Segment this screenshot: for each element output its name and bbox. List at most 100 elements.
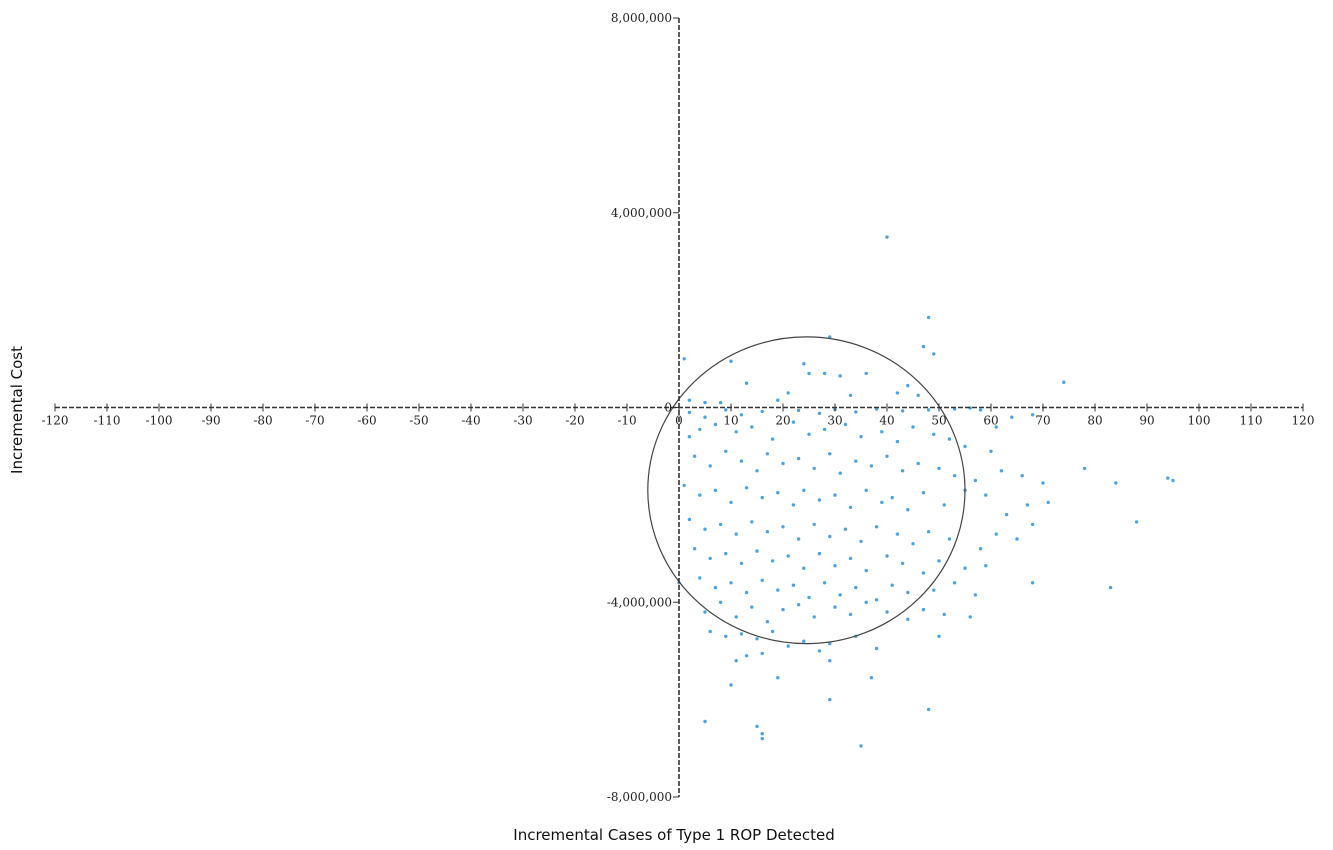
x-tick-label: 50 [931, 414, 946, 428]
data-point [864, 488, 868, 492]
x-tick-label: -20 [565, 414, 584, 428]
data-point [900, 409, 905, 413]
data-point [786, 554, 790, 558]
data-point [999, 469, 1004, 473]
data-point [708, 556, 712, 561]
data-point [1030, 522, 1035, 527]
data-point [880, 500, 884, 505]
data-point [822, 371, 827, 376]
data-point [984, 564, 988, 568]
data-point [692, 547, 697, 551]
data-point [729, 683, 733, 687]
data-point [703, 527, 707, 531]
data-point [791, 583, 796, 587]
x-tick-label: 20 [775, 414, 790, 428]
data-point [760, 732, 764, 736]
data-point [1025, 503, 1030, 507]
data-point [838, 374, 842, 378]
data-point [921, 607, 926, 612]
data-point [734, 532, 738, 536]
data-point [724, 634, 728, 638]
data-point [739, 459, 744, 463]
data-point [833, 564, 837, 568]
data-point [895, 439, 900, 444]
y-tick-label: 4,000,000 [611, 206, 672, 220]
data-point [812, 615, 816, 619]
data-point [698, 427, 702, 432]
data-point [848, 612, 853, 617]
data-point [874, 646, 879, 651]
data-point [828, 452, 832, 456]
data-point [978, 408, 983, 412]
data-point [921, 344, 926, 349]
y-tick-label: -4,000,000 [607, 595, 672, 609]
data-point [911, 542, 915, 546]
data-point [812, 522, 816, 527]
data-point [1015, 537, 1019, 541]
x-tick-label: -50 [409, 414, 428, 428]
data-point [989, 449, 993, 453]
data-point [713, 585, 718, 590]
data-point [708, 464, 712, 468]
data-point [734, 615, 738, 619]
data-point [734, 430, 738, 434]
x-axis-ticks: -120 -110 -100 -90 -80 -70 -60 -50 -40 -30 -20 -10 0… [42, 403, 1314, 428]
data-point [755, 549, 759, 553]
data-point [750, 605, 754, 609]
data-point [770, 437, 775, 441]
x-tick-label: -10 [617, 414, 636, 428]
data-point [724, 449, 728, 453]
data-point [739, 561, 744, 565]
data-point [739, 413, 744, 417]
data-point [765, 452, 770, 456]
data-point [755, 724, 759, 729]
x-tick-label: 90 [1139, 414, 1154, 428]
data-point [781, 525, 785, 529]
data-point [937, 634, 941, 638]
data-point [900, 469, 905, 473]
data-point [874, 525, 879, 529]
data-point [906, 590, 910, 595]
data-point [859, 744, 863, 748]
data-point [848, 556, 853, 561]
data-point [770, 559, 775, 563]
data-point [791, 420, 796, 424]
data-point [890, 495, 894, 500]
data-point [947, 537, 952, 541]
data-point [760, 736, 764, 741]
data-point [718, 600, 723, 604]
data-point [994, 532, 998, 536]
data-point [973, 593, 978, 597]
data-point [828, 335, 832, 339]
data-point [744, 486, 749, 490]
x-tick-label: 0 [675, 414, 683, 428]
data-point [802, 639, 806, 643]
data-point [838, 593, 842, 597]
data-point [724, 551, 728, 556]
x-tick-label: -60 [357, 414, 376, 428]
data-point [848, 393, 853, 397]
data-point [786, 391, 790, 395]
confidence-ellipse [647, 336, 966, 645]
data-point [817, 498, 822, 502]
x-tick-label: 70 [1035, 414, 1050, 428]
data-point [744, 590, 749, 595]
data-point [1171, 478, 1175, 483]
data-point [698, 493, 702, 497]
data-point [750, 425, 754, 429]
data-point [854, 410, 858, 414]
data-point [760, 578, 764, 582]
x-tick-label: -70 [305, 414, 324, 428]
data-point [744, 381, 749, 385]
data-point [895, 391, 900, 395]
data-point [942, 612, 946, 617]
data-point [791, 503, 796, 507]
data-point [1030, 413, 1035, 417]
data-point [926, 315, 931, 320]
data-point [796, 456, 801, 461]
data-point [833, 493, 837, 497]
x-tick-label: -80 [253, 414, 272, 428]
x-tick-label: -110 [94, 414, 121, 428]
data-point [906, 508, 910, 512]
y-tick-label: 0 [664, 401, 672, 415]
